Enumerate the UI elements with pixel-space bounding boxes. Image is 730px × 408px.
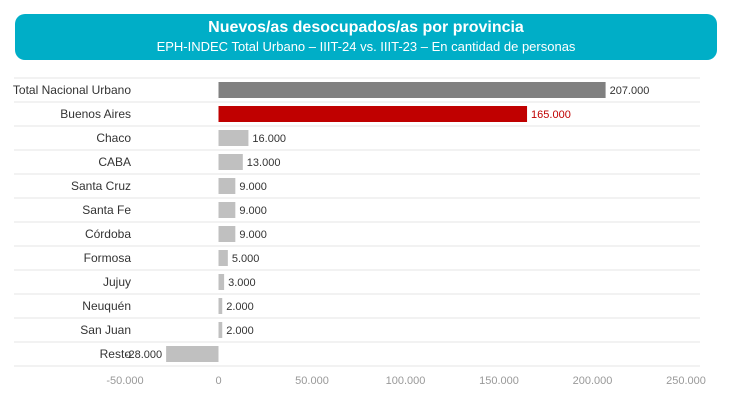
x-tick-label: 100.000 — [386, 375, 426, 387]
bar — [166, 346, 219, 362]
bar — [218, 226, 236, 242]
category-label: Formosa — [84, 251, 132, 265]
category-label: Chaco — [96, 131, 131, 145]
category-label: Jujuy — [103, 275, 131, 289]
value-label: 207.000 — [610, 85, 650, 97]
category-label: Buenos Aires — [60, 107, 131, 121]
labels: Total Nacional Urbano 207.000 Buenos Aires… — [13, 83, 649, 361]
bar — [218, 274, 225, 290]
category-label: Neuquén — [82, 299, 131, 313]
category-label: Córdoba — [85, 227, 131, 241]
bar — [218, 106, 528, 122]
value-label: 9.000 — [239, 205, 267, 217]
bar — [218, 250, 228, 266]
bar — [218, 130, 249, 146]
x-tick-label: 0 — [215, 375, 221, 387]
value-label: 2.000 — [226, 301, 254, 313]
chart-header: Nuevos/as desocupados/as por provincia E… — [15, 14, 717, 60]
x-tick-label: 150.000 — [479, 375, 519, 387]
x-tick-label: 250.000 — [666, 375, 706, 387]
x-tick-label: 50.000 — [295, 375, 329, 387]
value-label: 9.000 — [239, 229, 267, 241]
bar — [218, 154, 243, 170]
bar — [218, 178, 236, 194]
chart-title: Nuevos/as desocupados/as por provincia — [208, 19, 524, 36]
value-label: 9.000 — [239, 181, 267, 193]
x-axis-ticks: -50.000 0 50.000 100.000 150.000 200.000 250.0… — [106, 375, 706, 387]
value-label: 165.000 — [531, 109, 571, 121]
bar — [218, 202, 236, 218]
x-tick-label: -50.000 — [106, 375, 143, 387]
x-tick-label: 200.000 — [573, 375, 613, 387]
value-label: 2.000 — [226, 325, 254, 337]
category-label: Resto — [100, 347, 132, 361]
category-label: Santa Cruz — [71, 179, 131, 193]
value-label: -28.000 — [125, 349, 162, 361]
bar — [218, 322, 223, 338]
category-label: Total Nacional Urbano — [13, 83, 131, 97]
value-label: 3.000 — [228, 277, 256, 289]
value-label: 5.000 — [232, 253, 260, 265]
bars — [166, 82, 606, 362]
category-label: CABA — [98, 155, 131, 169]
bar — [218, 298, 223, 314]
value-label: 16.000 — [252, 133, 286, 145]
row-gridlines — [14, 77, 700, 367]
bar — [218, 82, 606, 98]
category-label: San Juan — [80, 323, 131, 337]
value-label: 13.000 — [247, 157, 281, 169]
chart-subtitle: EPH-INDEC Total Urbano – IIIT-24 vs. III… — [156, 39, 576, 54]
category-label: Santa Fe — [82, 203, 131, 217]
